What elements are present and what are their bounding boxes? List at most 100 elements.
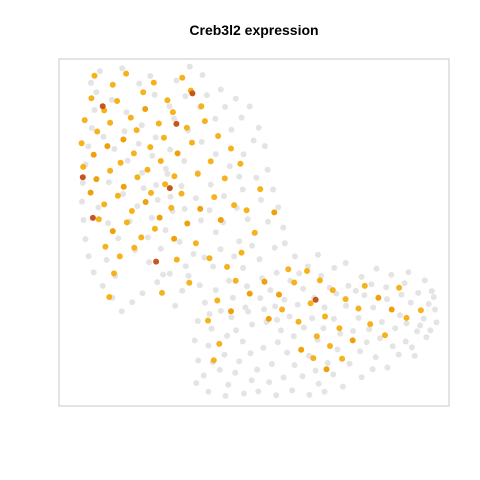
background-cell-point [291,362,298,369]
expressing-cell-point [214,297,221,304]
background-cell-point [217,246,224,253]
expressing-cell-point [134,174,141,181]
background-cell-point [280,224,287,231]
background-cell-point [277,327,284,334]
background-cell-point [273,392,280,399]
expressing-cell-point [228,145,234,152]
background-cell-point [396,312,403,319]
expressing-cell-point [128,208,135,214]
high-expressing-cell-point [312,296,319,303]
expressing-cell-point [336,325,343,332]
background-cell-point [265,218,271,225]
background-cell-point [258,196,264,203]
background-cell-point [321,304,328,311]
expressing-cell-point [361,282,368,289]
expressing-cell-point [206,255,213,262]
background-cell-point [294,301,301,308]
background-cell-point [105,179,112,186]
expressing-cell-point [173,256,180,263]
expressing-cell-point [201,118,208,125]
expressing-cell-point [95,216,102,223]
background-cell-point [398,291,405,298]
background-cell-point [206,311,213,317]
expressing-cell-point [109,228,116,235]
plot-panel-border [58,58,450,407]
expressing-cell-point [120,136,127,143]
background-cell-point [378,319,385,325]
background-cell-point [272,303,279,310]
background-cell-point [186,63,193,70]
background-cell-point [108,96,115,103]
background-cell-point [256,256,263,263]
background-cell-point [123,109,130,116]
background-cell-point [411,352,418,359]
expressing-cell-point [107,167,114,174]
expressing-cell-point [171,173,178,180]
background-cell-point [236,173,243,180]
expressing-cell-point [246,290,253,297]
background-cell-point [148,214,155,221]
background-cell-point [221,193,227,200]
expressing-cell-point [80,163,87,170]
expressing-cell-point [189,139,195,146]
background-cell-point [176,238,183,245]
expressing-cell-point [87,189,94,196]
background-cell-point [119,65,126,72]
background-cell-point [212,115,219,122]
expressing-cell-point [295,318,302,325]
background-cell-point [274,339,281,346]
background-cell-point [253,174,260,181]
background-cell-point [217,307,224,314]
background-cell-point [254,366,261,373]
expressing-cell-point [91,72,98,79]
expressing-cell-point [322,313,328,320]
background-cell-point [212,229,219,236]
background-cell-point [268,361,275,367]
background-cell-point [118,308,125,315]
background-cell-point [201,254,208,261]
background-cells-layer [79,63,440,399]
background-cell-point [248,377,255,384]
expressing-cell-point [140,89,147,96]
background-cell-point [337,330,344,337]
background-cell-point [193,380,200,387]
background-cell-point [136,80,143,87]
background-cell-point [212,151,219,158]
background-cell-point [370,304,377,311]
background-cell-point [236,238,243,245]
background-cell-point [144,234,151,241]
background-cell-point [430,294,437,300]
background-cell-point [179,287,186,294]
background-cell-point [281,296,288,303]
background-cell-point [315,251,321,258]
background-cell-point [192,195,199,202]
background-cell-point [264,166,271,173]
expressing-cell-point [174,150,181,157]
expressing-cell-point [342,296,349,303]
expressing-cell-point [243,207,250,214]
high-expressing-cell-point [166,185,173,192]
expressing-cell-point [291,279,298,286]
background-cell-point [203,92,210,99]
background-cell-point [415,289,422,296]
background-cell-point [138,122,145,129]
high-expressing-cells-layer [79,90,319,303]
expressing-cell-point [130,150,137,157]
background-cell-point [121,128,128,135]
background-cell-point [245,308,252,315]
background-cell-point [167,193,174,200]
background-cell-point [306,391,313,398]
background-cell-point [331,264,338,271]
background-cell-point [330,371,337,378]
background-cell-point [85,253,92,260]
expressing-cell-point [232,277,239,284]
expressing-cell-point [186,279,193,286]
background-cell-point [388,271,395,278]
background-cell-point [249,321,256,328]
expressing-cell-point [285,266,292,273]
background-cell-point [191,337,198,344]
expressing-cell-point [403,314,410,321]
background-cell-point [146,259,153,266]
background-cell-point [139,290,146,297]
background-cell-point [299,373,306,380]
